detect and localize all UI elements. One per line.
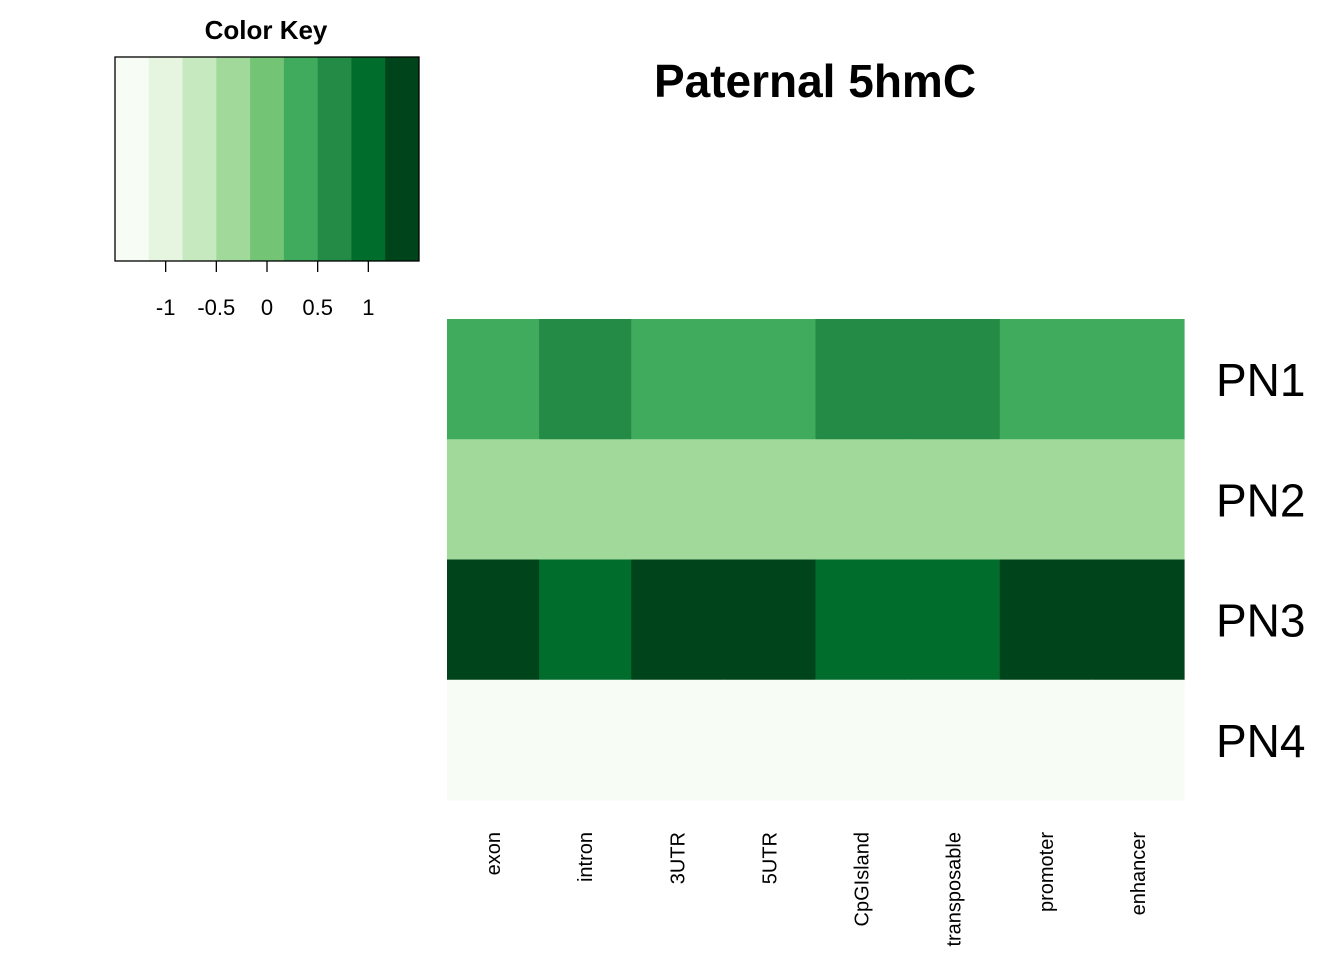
heatmap-cell: [447, 319, 540, 440]
heatmap-cell: [999, 439, 1093, 561]
color-key: -1 -0.5 0 0.5 1: [114, 56, 420, 320]
row-label: PN4: [1216, 715, 1305, 767]
heatmap-cell: [539, 319, 632, 440]
color-key-tick-label: 1: [362, 295, 374, 320]
row-label: PN1: [1216, 354, 1305, 406]
row-labels: PN1 PN2 PN3 PN4: [1216, 354, 1305, 767]
heatmap-cell: [999, 559, 1093, 681]
column-label: intron: [575, 832, 597, 882]
row-label: PN2: [1216, 474, 1305, 526]
row-label: PN3: [1216, 595, 1305, 647]
column-label: 5UTR: [759, 832, 781, 884]
column-label: transposable: [944, 832, 966, 947]
heatmap-cell: [631, 439, 724, 561]
heatmap-cell: [1091, 439, 1185, 561]
heatmap-cell: [815, 439, 909, 561]
heatmap-cell: [815, 319, 909, 440]
heatmap-cell: [999, 319, 1093, 440]
heatmap-cell: [1091, 319, 1185, 440]
heatmap-cell: [723, 319, 817, 440]
heatmap-cell: [907, 439, 1001, 561]
color-key-tick-label: -1: [156, 295, 176, 320]
color-key-tick-label: 0.5: [302, 295, 333, 320]
column-labels: exon intron 3UTR 5UTR CpGIsland transposable p…: [483, 832, 1150, 947]
color-key-swatch: [283, 57, 319, 261]
heatmap-cell: [539, 679, 632, 801]
color-key-swatch: [148, 57, 184, 261]
column-label: CpGIsland: [852, 832, 874, 927]
column-label: enhancer: [1128, 832, 1150, 916]
heatmap-cell: [539, 559, 632, 681]
heatmap-cell: [631, 679, 724, 801]
color-key-swatch: [385, 57, 420, 261]
heatmap-cell: [631, 319, 724, 440]
heatmap-cell: [1091, 679, 1185, 801]
heatmap-cell: [723, 439, 817, 561]
heatmap-cell: [631, 559, 724, 681]
heatmap-cell: [539, 439, 632, 561]
heatmap-cell: [447, 439, 540, 561]
heatmap-cell: [1091, 559, 1185, 681]
color-key-swatch: [216, 57, 251, 261]
color-key-swatch: [351, 57, 386, 261]
color-key-swatch: [250, 57, 285, 261]
heatmap-cell: [447, 559, 540, 681]
color-key-tick-label: -0.5: [197, 295, 235, 320]
chart-title: Paternal 5hmC: [654, 55, 976, 107]
heatmap-cell: [447, 679, 540, 801]
column-label: promoter: [1036, 832, 1058, 912]
color-key-swatch: [317, 57, 352, 261]
color-key-title: Color Key: [205, 15, 328, 45]
color-key-swatch: [182, 57, 217, 261]
color-key-tick-label: 0: [261, 295, 273, 320]
color-key-swatch: [115, 57, 150, 261]
column-label: 3UTR: [667, 832, 689, 884]
heatmap-cell: [907, 559, 1001, 681]
heatmap-cell: [723, 559, 817, 681]
heatmap-cell: [999, 679, 1093, 801]
heatmap-cell: [907, 679, 1001, 801]
heatmap-cell: [815, 679, 909, 801]
heatmap-cell: [723, 679, 817, 801]
column-label: exon: [483, 832, 505, 875]
heatmap-cells: [447, 319, 1185, 801]
heatmap-cell: [907, 319, 1001, 440]
heatmap-cell: [815, 559, 909, 681]
